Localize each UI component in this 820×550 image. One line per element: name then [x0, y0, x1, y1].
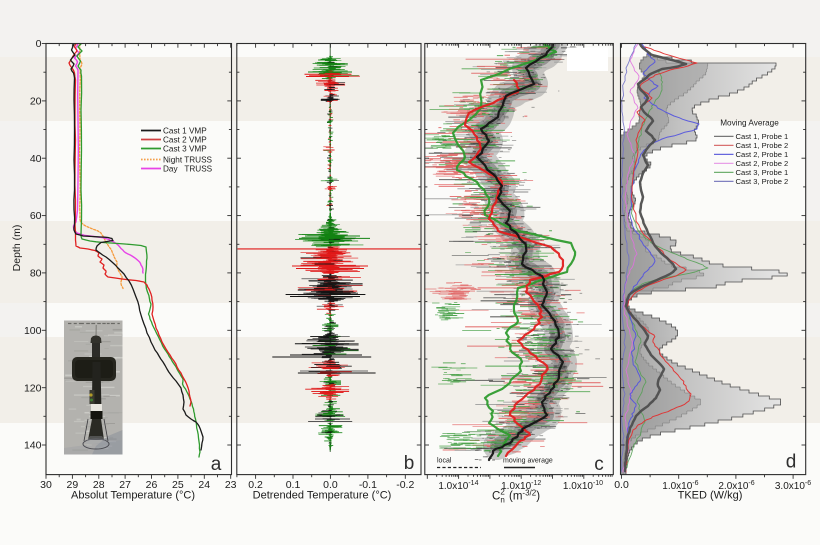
svg-text:Cast 1, Probe 2: Cast 1, Probe 2 — [736, 141, 789, 150]
svg-text:Detrended Temperature (°C): Detrended Temperature (°C) — [253, 490, 392, 502]
svg-text:Cast 2, Probe 1: Cast 2, Probe 1 — [736, 150, 789, 159]
svg-text:Cast 3, Probe 1: Cast 3, Probe 1 — [736, 168, 789, 177]
svg-text:40: 40 — [30, 153, 42, 165]
svg-text:c: c — [594, 454, 604, 475]
svg-text:24: 24 — [198, 479, 210, 491]
svg-text:a: a — [211, 454, 222, 475]
svg-text:TKED (W/kg): TKED (W/kg) — [678, 490, 743, 502]
svg-text:23: 23 — [225, 479, 237, 491]
svg-text:Absolut Temperature (°C): Absolut Temperature (°C) — [71, 490, 195, 502]
svg-text:b: b — [404, 453, 415, 474]
svg-text:d: d — [786, 452, 797, 473]
svg-text:Cast 3, Probe 2: Cast 3, Probe 2 — [736, 177, 789, 186]
svg-text:80: 80 — [30, 268, 42, 280]
svg-text:Moving Average: Moving Average — [720, 119, 779, 128]
svg-text:local: local — [437, 458, 452, 465]
svg-text:Depth (m): Depth (m) — [11, 225, 23, 272]
svg-text:Cast 2 VMP: Cast 2 VMP — [163, 135, 207, 144]
svg-text:0: 0 — [36, 38, 42, 50]
svg-text:20: 20 — [30, 95, 42, 107]
svg-text:60: 60 — [30, 210, 42, 222]
svg-text:0.0: 0.0 — [614, 479, 629, 491]
svg-text:Cast 1 VMP: Cast 1 VMP — [163, 126, 207, 135]
svg-text:Day TRUSS: Day TRUSS — [163, 164, 213, 173]
svg-text:Cast 2, Probe 2: Cast 2, Probe 2 — [736, 159, 789, 168]
svg-text:30: 30 — [40, 479, 52, 491]
svg-text:Night TRUSS: Night TRUSS — [163, 155, 213, 164]
svg-text:-0.2: -0.2 — [396, 479, 414, 491]
svg-text:120: 120 — [24, 382, 42, 394]
svg-text:Cast 1, Probe 1: Cast 1, Probe 1 — [736, 132, 789, 141]
svg-text:140: 140 — [24, 440, 42, 452]
svg-text:Cast 3 VMP: Cast 3 VMP — [163, 144, 207, 153]
svg-text:moving average: moving average — [503, 458, 553, 465]
svg-text:100: 100 — [24, 325, 42, 337]
